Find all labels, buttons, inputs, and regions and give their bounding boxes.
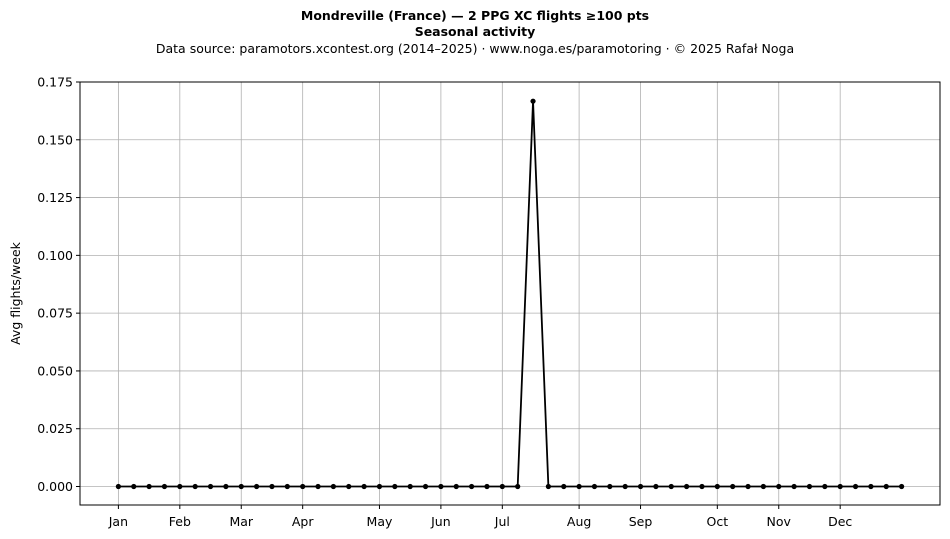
x-tick-label: May	[367, 514, 393, 529]
x-tick-label: Aug	[567, 514, 591, 529]
data-point	[837, 483, 843, 490]
data-point	[852, 483, 859, 490]
data-point	[699, 483, 705, 490]
chart-subtitle-heading: Seasonal activity	[414, 24, 536, 39]
data-point	[376, 483, 383, 490]
x-tick-label: Dec	[828, 514, 852, 529]
chart-data-source: Data source: paramotors.xcontest.org (20…	[155, 41, 795, 56]
data-point	[207, 483, 214, 490]
data-point	[484, 483, 490, 490]
data-point	[284, 483, 290, 490]
y-tick-label: 0.100	[37, 248, 73, 263]
data-point	[776, 483, 782, 490]
data-point	[161, 483, 168, 490]
data-point	[269, 483, 275, 490]
data-point	[622, 483, 628, 490]
data-point	[453, 483, 459, 490]
data-series	[115, 98, 905, 490]
data-point	[868, 483, 874, 490]
data-point	[254, 483, 260, 490]
grid	[80, 81, 940, 505]
data-point	[330, 483, 336, 490]
y-tick-label: 0.150	[37, 132, 73, 147]
data-point	[300, 483, 306, 490]
data-point	[115, 483, 121, 490]
data-point	[806, 483, 813, 490]
data-point	[346, 483, 352, 490]
plot-frame	[79, 81, 941, 506]
data-point	[530, 98, 536, 104]
chart-title-block: Mondreville (France) — 2 PPG XC flights …	[0, 8, 950, 58]
x-tick-label: Jul	[494, 514, 510, 529]
data-point	[469, 483, 475, 490]
data-point	[653, 483, 659, 490]
data-point	[146, 483, 152, 490]
x-tick-label: Apr	[292, 514, 314, 529]
x-tick-label: Nov	[767, 514, 792, 529]
data-point	[515, 483, 521, 490]
chart-title: Mondreville (France) — 2 PPG XC flights …	[300, 8, 650, 23]
data-point	[760, 483, 766, 490]
data-point	[392, 483, 398, 490]
data-point	[545, 483, 551, 490]
data-point	[822, 483, 828, 490]
x-tick-label: Mar	[229, 514, 253, 529]
data-point	[883, 483, 889, 490]
data-point	[131, 483, 137, 490]
data-point	[561, 483, 567, 490]
x-tick-label: Jun	[430, 514, 451, 529]
x-tick-label: Jan	[108, 514, 128, 529]
data-point	[791, 483, 797, 490]
y-tick-label: 0.075	[37, 306, 73, 321]
data-point	[361, 483, 367, 490]
data-point	[407, 483, 413, 490]
data-point	[438, 483, 444, 490]
x-tick-label: Sep	[629, 514, 653, 529]
y-tick-label: 0.125	[37, 190, 73, 205]
data-point	[499, 483, 505, 490]
data-point	[714, 483, 720, 490]
y-tick-label: 0.175	[37, 75, 73, 90]
data-point	[684, 483, 690, 490]
data-point	[730, 483, 736, 490]
data-point	[745, 483, 751, 490]
axis-ticks: 0.000 0.025 0.050 0.075 0.100 0.125 0.150 0.175…	[37, 75, 852, 530]
y-tick-label: 0.000	[37, 479, 73, 494]
data-point	[223, 483, 229, 490]
x-tick-label: Oct	[707, 514, 729, 529]
data-point	[238, 483, 244, 490]
data-point	[177, 483, 183, 490]
data-point	[899, 483, 905, 490]
data-point	[591, 483, 598, 490]
series-line	[118, 101, 902, 488]
data-point	[637, 483, 644, 490]
data-point	[607, 483, 613, 490]
y-tick-label: 0.050	[37, 363, 73, 378]
data-point	[422, 483, 429, 490]
y-axis-label: Avg flights/week	[8, 241, 23, 345]
data-point	[576, 483, 582, 490]
x-tick-label: Feb	[169, 514, 191, 529]
y-tick-label: 0.025	[37, 421, 73, 436]
data-point	[315, 483, 321, 490]
data-point	[668, 483, 674, 490]
data-point	[192, 483, 198, 490]
